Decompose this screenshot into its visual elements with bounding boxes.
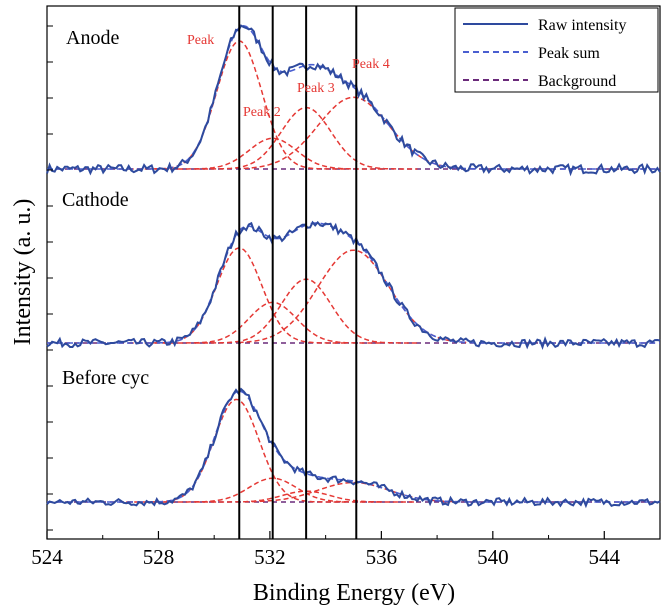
x-tick-label-2: 528 — [143, 545, 175, 569]
legend: Raw intensity Peak sum Background — [454, 7, 659, 93]
reference-lines — [238, 6, 358, 539]
peak-label-2: Peak 2 — [243, 105, 281, 120]
legend-label-background: Background — [538, 73, 616, 90]
x-tick-label-1: 524 — [31, 545, 63, 569]
x-axis-title: Binding Energy (eV) — [253, 580, 455, 606]
raw-intensity-curve-3 — [46, 387, 661, 509]
x-axis-ticks: 524 528 532 536 540 544 — [31, 25, 621, 569]
x-tick-label-3: 532 — [254, 545, 286, 569]
x-tick-label-5: 540 — [477, 545, 509, 569]
legend-box — [454, 7, 659, 93]
x-tick-label-4: 536 — [366, 545, 398, 569]
x-tick-label-6: 544 — [589, 545, 621, 569]
peak-label-3: Peak 3 — [297, 81, 335, 96]
peak-sum-curve-1 — [47, 24, 660, 170]
peak-label-4: Peak 4 — [352, 57, 390, 72]
component-peak-3-1 — [126, 398, 346, 503]
legend-label-peak-sum: Peak sum — [538, 45, 600, 62]
raw-intensity-curve-1 — [46, 24, 661, 177]
peak-label-1: Peak — [187, 33, 214, 48]
curves-layer — [46, 24, 661, 509]
peak-sum-curve-2 — [47, 222, 660, 344]
component-peak-2-4 — [238, 249, 469, 344]
panel-label-anode: Anode — [66, 27, 119, 49]
component-peak-1-2 — [161, 137, 385, 170]
panel-label-cathode: Cathode — [62, 189, 129, 211]
panel-label-before-cyc: Before cyc — [62, 367, 149, 389]
raw-intensity-curve-2 — [46, 220, 661, 350]
plot-frame — [46, 5, 661, 540]
y-axis-title: Intensity (a. u.) — [10, 199, 36, 346]
legend-label-raw: Raw intensity — [538, 17, 626, 34]
